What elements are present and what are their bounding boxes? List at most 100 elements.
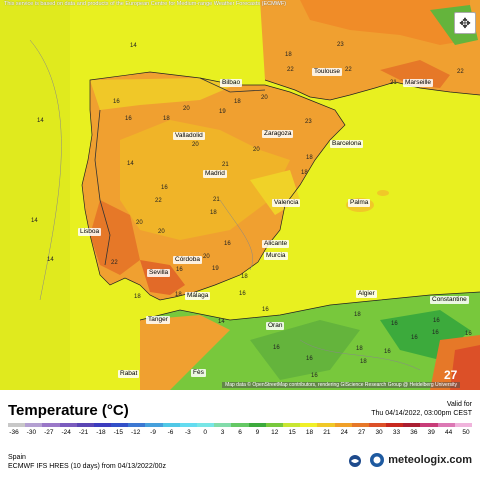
city-label: Barcelona [330, 140, 364, 148]
scale-tick-label: 36 [410, 429, 418, 436]
temperature-value: 18 [175, 292, 182, 298]
temperature-value: 16 [239, 291, 246, 297]
attribution-top: This service is based on data and produc… [4, 1, 287, 7]
temperature-value: 18 [360, 359, 367, 365]
city-label: Bilbao [220, 79, 243, 87]
temperature-value: 18 [210, 210, 217, 216]
scale-tick-label: -24 [61, 429, 71, 436]
color-scale-segment [454, 423, 473, 427]
scale-tick-label: 39 [427, 429, 435, 436]
attribution-bottom: Map data © OpenStreetMap contributors, r… [222, 382, 460, 388]
city-label: Tanger [146, 316, 170, 324]
color-scale-segment [76, 423, 95, 427]
temperature-value: 23 [305, 119, 312, 125]
color-scale-segment [197, 423, 215, 427]
temperature-value: 22 [111, 260, 118, 266]
color-scale-segment [231, 423, 250, 427]
temperature-value: 20 [158, 229, 165, 235]
temperature-value: 22 [345, 67, 352, 73]
city-label: Madrid [203, 170, 227, 178]
temperature-value: 20 [203, 254, 210, 260]
scale-tick-label: -21 [78, 429, 89, 436]
scale-tick-label: -27 [44, 429, 54, 436]
temperature-value: 16 [176, 267, 183, 273]
scale-tick-label: 3 [220, 429, 225, 436]
city-label: Constantine [430, 296, 469, 304]
scale-tick-label: 12 [271, 429, 279, 436]
color-scale-segment [317, 423, 335, 427]
scale-tick-label: 21 [323, 429, 331, 436]
scale-tick-label: -30 [26, 429, 37, 436]
temperature-value: 22 [457, 69, 464, 75]
temperature-value: 21 [222, 162, 229, 168]
temperature-value: 20 [136, 220, 143, 226]
scale-tick-label: 18 [305, 429, 314, 436]
temperature-value: 14 [130, 43, 137, 49]
scale-tick-label: -3 [184, 429, 191, 436]
temperature-value: 16 [433, 318, 440, 324]
city-label: Valencia [272, 199, 301, 207]
color-scale-segment [25, 423, 43, 427]
temperature-value: 16 [311, 373, 318, 379]
color-scale-segment [300, 423, 318, 427]
city-label: Córdoba [173, 256, 202, 264]
city-label: Alicante [262, 240, 290, 248]
color-scale-segment [248, 423, 267, 427]
temperature-value: 16 [273, 345, 280, 351]
valid-time: Thu 04/14/2022, 03:00pm CEST [371, 410, 472, 417]
temperature-value: 14 [37, 118, 44, 124]
temperature-value: 23 [337, 42, 344, 48]
region-label: Spain [8, 454, 26, 461]
legend-panel: Temperature (°C) Valid for Thu 04/14/202… [0, 390, 480, 480]
temperature-value: 21 [213, 197, 220, 203]
temperature-value: 18 [163, 116, 170, 122]
temperature-value: 19 [219, 109, 226, 115]
scale-tick-label: 9 [255, 429, 260, 436]
temperature-value: 16 [391, 321, 398, 327]
scale-tick-label: 30 [375, 429, 383, 436]
color-scale-segment [128, 423, 146, 427]
color-scale-segment [111, 423, 129, 427]
color-scale-segment [179, 423, 198, 427]
temperature-value: 20 [253, 147, 260, 153]
color-scale-segment [437, 423, 456, 427]
map-canvas [0, 0, 480, 390]
city-label: Murcia [264, 252, 288, 260]
temperature-value: 14 [218, 319, 225, 325]
scale-tick-label: 6 [238, 429, 242, 436]
temperature-value: 18 [301, 170, 308, 176]
max-temperature-label: 27 [444, 368, 458, 382]
color-scale-segment [334, 423, 353, 427]
color-scale-ticks: -36 -30 -27 -24 -21 -18 -15 -12 -9 -6 -3 0 3 6 9 12 15 18… [8, 429, 472, 439]
brand-logo[interactable]: meteologix.com [369, 452, 472, 468]
temperature-value: 16 [384, 349, 391, 355]
city-label: Zaragoza [262, 130, 294, 138]
temperature-value: 16 [262, 307, 269, 313]
temperature-value: 21 [390, 80, 397, 86]
city-label: Toulouse [312, 68, 343, 76]
temperature-value: 16 [161, 185, 168, 191]
cursor-icon[interactable]: ✥ [454, 12, 476, 34]
temperature-value: 19 [212, 266, 219, 272]
temperature-value: 20 [192, 142, 199, 148]
temperature-value: 18 [285, 52, 292, 58]
color-scale-segment [351, 423, 370, 427]
scale-tick-label: -12 [130, 429, 141, 436]
color-scale-bar [8, 423, 473, 427]
temperature-value: 16 [306, 356, 313, 362]
scale-tick-label: 27 [358, 429, 366, 436]
temperature-value: 16 [125, 116, 132, 122]
scale-tick-label: 0 [203, 429, 208, 436]
temperature-value: 18 [356, 346, 363, 352]
temperature-value: 20 [261, 95, 268, 101]
city-label: Valladolid [173, 132, 205, 140]
temperature-map[interactable]: This service is based on data and produc… [0, 0, 480, 390]
scale-tick-label: -6 [167, 429, 174, 436]
scale-tick-label: 50 [462, 429, 470, 436]
temperature-value: 22 [155, 198, 162, 204]
scale-tick-label: -9 [150, 429, 156, 436]
temperature-value: 16 [113, 99, 120, 105]
color-scale-segment [368, 423, 387, 427]
color-scale-segment [8, 423, 26, 427]
color-scale-segment [282, 423, 301, 427]
